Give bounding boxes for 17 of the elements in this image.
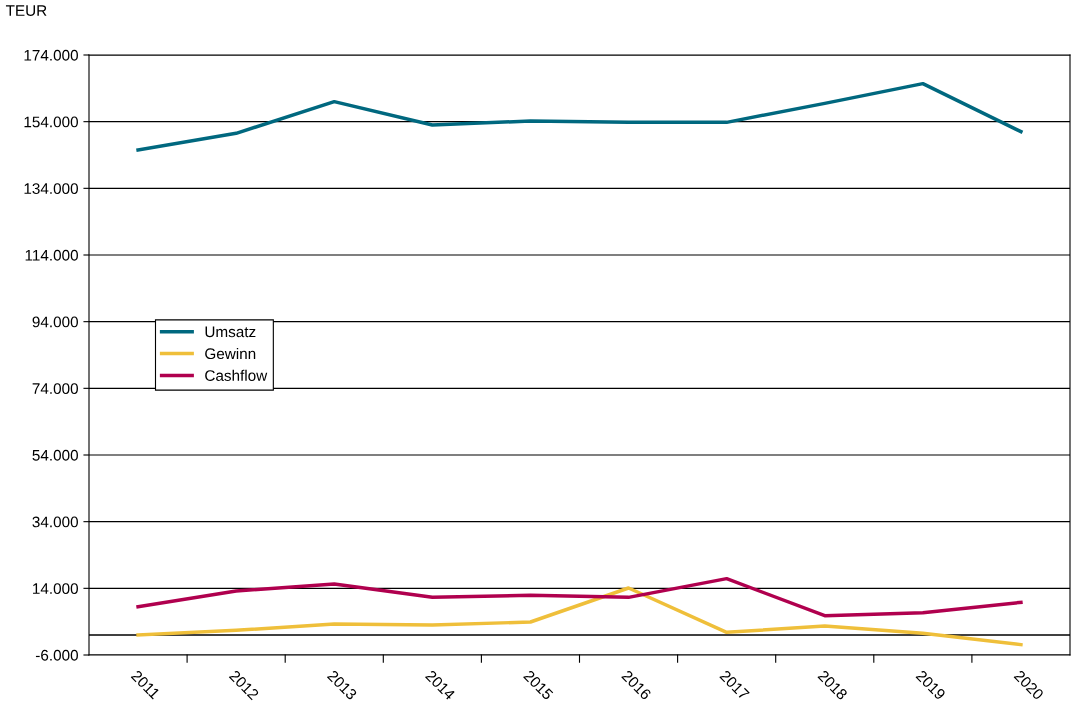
y-axis-title: TEUR	[5, 5, 47, 16]
y-tick-label: 114.000	[25, 249, 78, 261]
legend-label: Umsatz	[205, 326, 256, 338]
y-tick-label: 174.000	[24, 49, 78, 61]
line-series	[136, 81, 1023, 152]
y-tick-label: 154.000	[24, 116, 78, 128]
y-tick-label: 94.000	[32, 316, 78, 328]
line-series	[136, 576, 1023, 618]
y-tick-label: -6.000	[35, 649, 78, 661]
legend-label: Cashflow	[205, 369, 268, 381]
legend-label: Gewinn	[205, 347, 256, 360]
y-tick-label: 34.000	[32, 516, 78, 528]
line-series	[136, 586, 1023, 647]
y-tick-label: 74.000	[32, 383, 78, 395]
y-tick-label: 14.000	[33, 583, 78, 595]
y-tick-label: 54.000	[32, 449, 78, 461]
y-tick-label: 134.000	[24, 183, 78, 195]
